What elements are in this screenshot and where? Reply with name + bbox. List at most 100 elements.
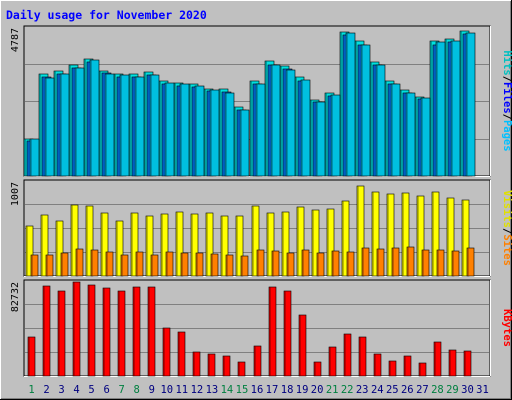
bar-sites-day-3 [60, 252, 69, 277]
y-max-label-kbytes: 82732 [10, 282, 21, 312]
bar-shade [103, 288, 105, 376]
bar-pages-day-30 [465, 32, 476, 177]
bar-sites-day-20 [316, 252, 325, 277]
bar-shade [406, 93, 408, 176]
x-tick-label-day-27: 27 [416, 384, 429, 396]
bar-sites-day-26 [406, 246, 415, 277]
bar-shade [388, 84, 390, 176]
bar-shade [236, 216, 238, 276]
bar-visits-day-26 [401, 192, 410, 277]
bar-sites-day-5 [90, 249, 99, 277]
bar-pages-day-21 [330, 94, 341, 177]
legend-entry-sites: Sites [501, 234, 512, 266]
bar-shade [402, 193, 404, 276]
bar-shade [343, 35, 345, 176]
legend-entry-visits: Visits [501, 190, 512, 228]
legend-entry-kbytes: KBytes [501, 309, 512, 347]
bar-kbytes-day-26 [403, 355, 412, 377]
bar-shade [464, 351, 466, 376]
bar-shade [422, 250, 424, 276]
bar-pages-day-22 [345, 32, 356, 177]
x-tick-label-day-22: 22 [341, 384, 354, 396]
y-max-label-hits-files-pages: 4787 [10, 28, 21, 52]
bar-shade [447, 198, 449, 276]
bar-shade [344, 334, 346, 376]
x-tick-label-day-15: 15 [236, 384, 249, 396]
x-tick-label-day-26: 26 [401, 384, 414, 396]
bar-visits-day-25 [386, 193, 395, 277]
bar-shade [73, 282, 75, 376]
bar-shade [43, 286, 45, 376]
bar-shade [226, 255, 228, 276]
bar-shade [467, 248, 469, 276]
bar-shade [272, 251, 274, 276]
legend-entry-hits: Hits [501, 50, 512, 75]
bar-shade [328, 96, 330, 176]
bar-shade [91, 250, 93, 276]
bar-shade [286, 70, 288, 176]
bar-kbytes-day-23 [358, 336, 367, 377]
bar-shade [222, 92, 224, 176]
bar-sites-day-30 [466, 247, 475, 277]
bar-sites-day-7 [120, 254, 129, 277]
bar-shade [117, 77, 119, 176]
bar-shade [114, 74, 116, 176]
x-tick-label-day-23: 23 [356, 384, 369, 396]
bar-pages-day-28 [435, 41, 446, 177]
bar-shade [69, 65, 71, 176]
x-tick-label-day-19: 19 [296, 384, 309, 396]
bar-kbytes-day-4 [72, 281, 81, 377]
bar-shade [207, 91, 209, 176]
bar-shade [299, 315, 301, 376]
bar-kbytes-day-8 [132, 286, 141, 377]
bar-shade [121, 255, 123, 276]
bar-shade [385, 81, 387, 176]
x-tick-label-day-24: 24 [371, 384, 384, 396]
y-max-labels: 4787 1007 82732 [10, 28, 21, 312]
bar-kbytes-day-2 [42, 285, 51, 377]
bar-shade [282, 212, 284, 276]
bar-shade [161, 214, 163, 276]
bar-visits-day-6 [100, 212, 109, 277]
bar-shade [252, 206, 254, 276]
x-tick-label-day-29: 29 [446, 384, 459, 396]
bar-shade [256, 84, 258, 176]
bar-shade [208, 354, 210, 376]
bar-shade [312, 210, 314, 276]
bar-shade [54, 71, 56, 176]
bar-kbytes-day-1 [27, 336, 36, 377]
bar-shade [310, 100, 312, 176]
bar-shade [284, 291, 286, 376]
bar-kbytes-day-21 [328, 346, 337, 377]
bar-shade [448, 42, 450, 176]
bar-shade [144, 72, 146, 176]
x-tick-labels: 1 2 3 4 5 6 7 8 9 10 11 12 13 14 15 16 17 18 19 20 21 22 23 24 2… [28, 384, 488, 396]
bar-shade [86, 206, 88, 276]
bar-pages-day-4 [74, 67, 85, 177]
bar-visits-day-21 [326, 208, 335, 277]
bar-pages-day-18 [285, 69, 296, 177]
bar-sites-day-12 [195, 252, 204, 277]
bar-shade [362, 248, 364, 276]
bar-kbytes-day-24 [373, 353, 382, 377]
bar-shade [389, 361, 391, 376]
bar-shade [417, 196, 419, 276]
bar-shade [432, 192, 434, 276]
bar-visits-day-9 [145, 215, 154, 277]
bar-shade [268, 65, 270, 176]
bar-shade [234, 107, 236, 176]
bar-pages-day-2 [44, 77, 55, 177]
bar-shade [189, 84, 191, 176]
bar-visits-day-18 [281, 211, 290, 277]
bar-pages-day-11 [179, 83, 190, 177]
bars [23, 30, 476, 377]
bar-pages-day-13 [209, 89, 220, 177]
bar-shade [176, 212, 178, 276]
bar-visits-day-30 [461, 199, 470, 277]
bar-visits-day-14 [220, 215, 229, 277]
bar-kbytes-day-22 [343, 333, 352, 377]
bar-shade [28, 337, 30, 376]
bar-shade [331, 95, 333, 176]
bar-shade [192, 87, 194, 176]
bar-kbytes-day-29 [448, 349, 457, 377]
